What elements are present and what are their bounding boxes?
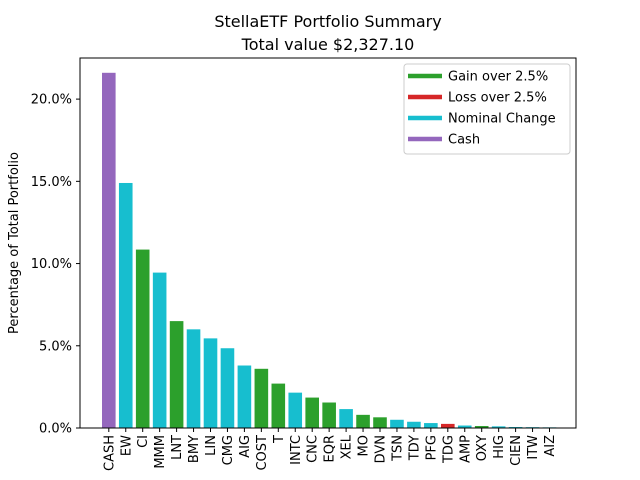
bar-bmy (186, 329, 201, 428)
plot-frame (79, 57, 577, 429)
bar-lin (203, 338, 218, 428)
x-tick-label: CIEN (509, 435, 524, 466)
legend-label-gain: Gain over 2.5% (448, 70, 548, 85)
x-tick-label: CI (136, 435, 151, 448)
x-tick-label: TDG (441, 435, 456, 464)
y-tick-label: 10.0% (31, 257, 72, 272)
bar-tdy (407, 421, 421, 428)
bar-tdg (441, 423, 455, 428)
chart-title: StellaETF Portfolio Summary (214, 12, 441, 31)
y-tick-label: 0.0% (39, 422, 72, 437)
bar-mo (356, 414, 370, 428)
x-tick-label: HIG (492, 435, 507, 459)
x-tick-label: ITW (526, 435, 541, 460)
bar-mmm (152, 272, 167, 428)
x-tick-label: COST (255, 435, 270, 471)
x-tick-label: TDY (407, 435, 422, 461)
bar-tsn (390, 419, 404, 428)
plot-area: 0.0% 5.0% 10.0% 15.0% 20.0% CASH EW CI MMM LNT BMY… (31, 72, 558, 471)
x-tick-label: AIZ (543, 435, 558, 457)
legend-box (403, 63, 571, 155)
x-tick-label: DVN (374, 435, 389, 463)
x-tick-label: OXY (475, 435, 490, 461)
y-tick-label: 5.0% (39, 339, 72, 354)
x-tick-label: AIG (238, 435, 253, 458)
legend-label-loss: Loss over 2.5% (448, 91, 547, 106)
bar-lnt (169, 321, 184, 428)
x-tick-label: EW (119, 435, 134, 456)
bar-ew (118, 182, 133, 428)
legend-label-cash: Cash (448, 133, 480, 148)
bar-hig (491, 426, 506, 428)
bar-t (271, 383, 286, 428)
x-tick-label: PFG (424, 435, 439, 460)
x-tick-label: CNC (306, 435, 321, 463)
x-tick-label: XEL (340, 434, 355, 459)
bar-aig (237, 365, 252, 428)
bar-eqr (322, 402, 336, 428)
bar-dvn (373, 417, 387, 428)
bar-oxy (474, 426, 489, 428)
bar-ci (135, 249, 150, 428)
x-tick-label: MO (357, 435, 372, 456)
bar-cnc (305, 397, 319, 428)
x-tick-label: LNT (170, 435, 185, 460)
x-tick-label: EQR (323, 435, 338, 462)
x-tick-label: BMY (187, 435, 202, 463)
bar-pfg (424, 423, 438, 428)
x-tick-label: T (272, 435, 287, 444)
y-tick-label: 20.0% (31, 93, 72, 108)
y-axis-label: Percentage of Total Portfolio (7, 152, 22, 334)
x-tick-label: INTC (289, 435, 304, 465)
x-tick-label: CMG (221, 435, 236, 465)
legend: Gain over 2.5% Loss over 2.5% Nominal Chan… (403, 63, 571, 155)
bar-cmg (220, 348, 235, 428)
x-tick-label: AMP (458, 435, 473, 463)
bar-amp (457, 425, 472, 428)
y-tick-label: 15.0% (31, 175, 72, 190)
legend-label-nominal: Nominal Change (448, 112, 556, 127)
bar-cost (254, 368, 269, 428)
bar-cash (102, 72, 116, 429)
chart-subtitle: Total value $2,327.10 (241, 35, 415, 54)
bar-intc (288, 392, 303, 428)
x-tick-label: CASH (102, 435, 117, 471)
bar-xel (339, 409, 353, 428)
x-tick-label: TSN (390, 435, 405, 462)
x-tick-label: LIN (204, 435, 219, 456)
x-tick-label: MMM (153, 435, 168, 469)
